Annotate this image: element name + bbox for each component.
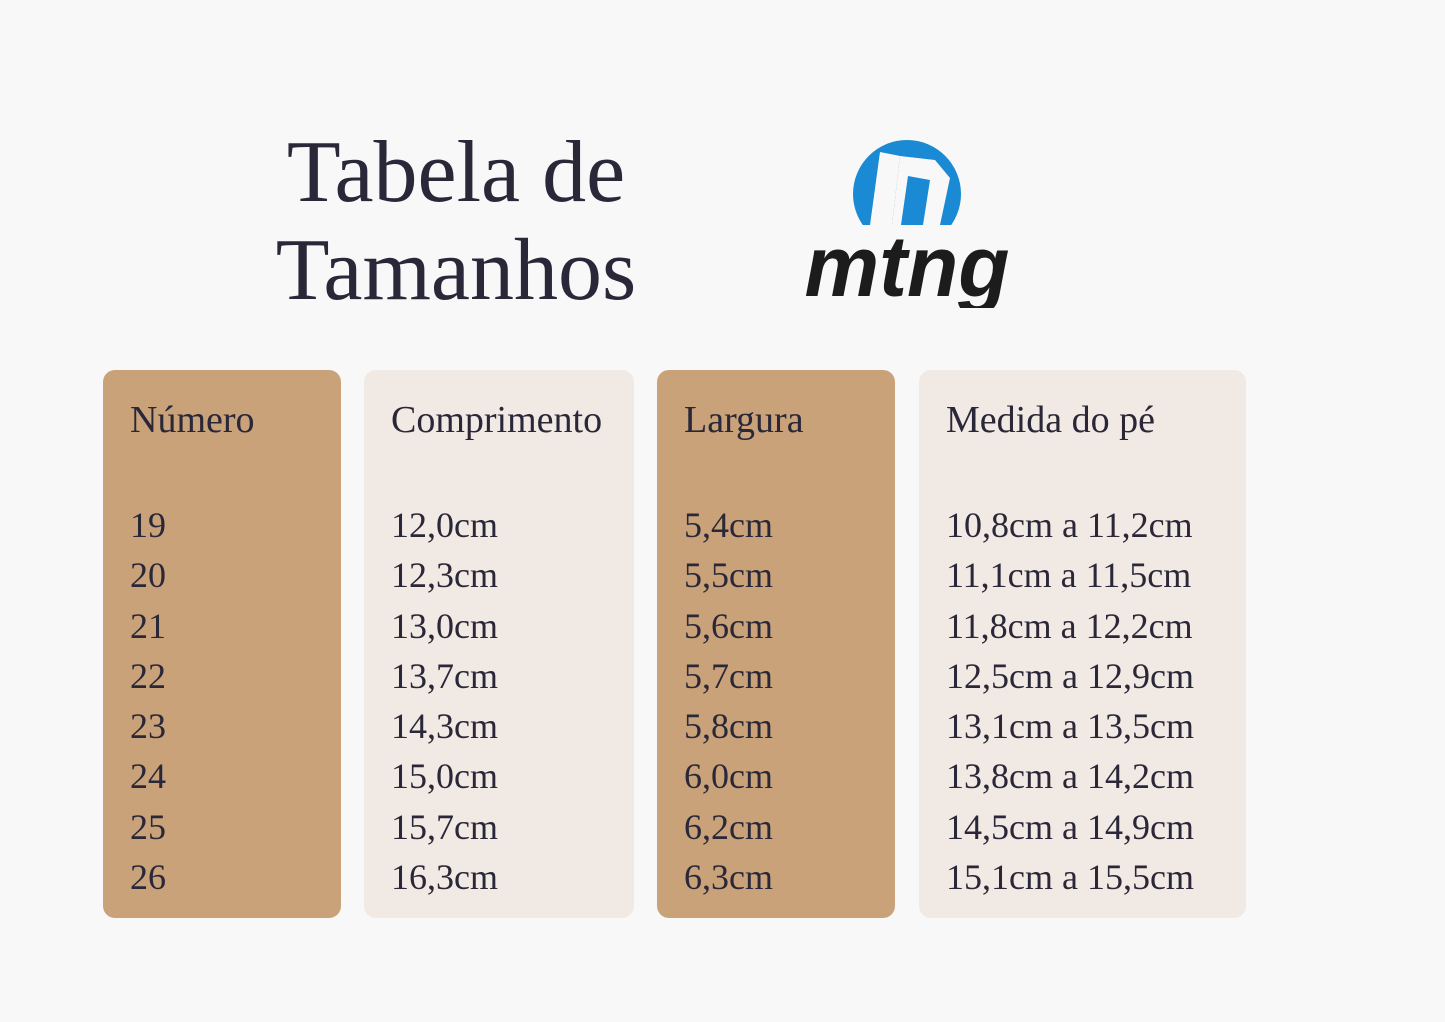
brand-logo: mtng [805, 140, 1010, 308]
table-cell: 15,0cm [391, 756, 498, 797]
logo-m-mark [870, 152, 950, 225]
page-title: Tabela de Tamanhos [200, 124, 712, 320]
table-cell: 13,1cm a 13,5cm [946, 706, 1194, 747]
table-cell: 14,3cm [391, 706, 498, 747]
table-cell: 11,8cm a 12,2cm [946, 605, 1193, 646]
table-cell: 6,0cm [684, 756, 773, 797]
table-cell: 12,3cm [391, 555, 498, 596]
column-medida-do-pe: Medida do pé 10,8cm a 11,2cm 11,1cm a 11,5… [919, 370, 1246, 918]
table-cell: 24 [130, 756, 166, 797]
column-numero: Número 19 20 21 22 23 24 25 26 [103, 370, 341, 918]
table-cell: 22 [130, 655, 166, 696]
table-cell: 23 [130, 706, 166, 747]
table-cell: 5,4cm [684, 505, 773, 545]
column-header: Comprimento [391, 399, 603, 441]
table-cell: 13,7cm [391, 655, 498, 696]
table-cell: 6,3cm [684, 857, 773, 898]
table-cell: 11,1cm a 11,5cm [946, 555, 1192, 596]
column-header: Medida do pé [946, 399, 1155, 441]
table-cell: 5,8cm [684, 706, 773, 747]
column-largura: Largura 5,4cm 5,5cm 5,6cm 5,7cm 5,8cm 6,0cm 6,2… [657, 370, 895, 918]
table-cell: 15,1cm a 15,5cm [946, 857, 1194, 898]
table-cell: 10,8cm a 11,2cm [946, 505, 1193, 545]
logo-text: mtng [805, 219, 1010, 308]
column-header: Largura [684, 399, 804, 441]
table-cell: 5,6cm [684, 605, 773, 646]
table-cell: 16,3cm [391, 857, 498, 898]
table-cell: 19 [130, 505, 166, 545]
table-cell: 13,8cm a 14,2cm [946, 756, 1194, 797]
table-cell: 15,7cm [391, 806, 498, 847]
table-cell: 5,5cm [684, 555, 773, 596]
table-cell: 13,0cm [391, 605, 498, 646]
table-cell: 25 [130, 806, 166, 847]
title-line-1: Tabela de [286, 124, 626, 221]
title-line-2: Tamanhos [275, 222, 637, 319]
table-cell: 14,5cm a 14,9cm [946, 806, 1194, 847]
table-cell: 26 [130, 857, 166, 898]
table-cell: 12,0cm [391, 505, 498, 545]
table-cell: 20 [130, 555, 166, 596]
table-cell: 5,7cm [684, 655, 773, 696]
table-cell: 12,5cm a 12,9cm [946, 655, 1194, 696]
column-header: Número [130, 399, 255, 441]
table-cell: 21 [130, 605, 166, 646]
table-cell: 6,2cm [684, 806, 773, 847]
column-comprimento: Comprimento 12,0cm 12,3cm 13,0cm 13,7cm 14,3c… [364, 370, 634, 918]
